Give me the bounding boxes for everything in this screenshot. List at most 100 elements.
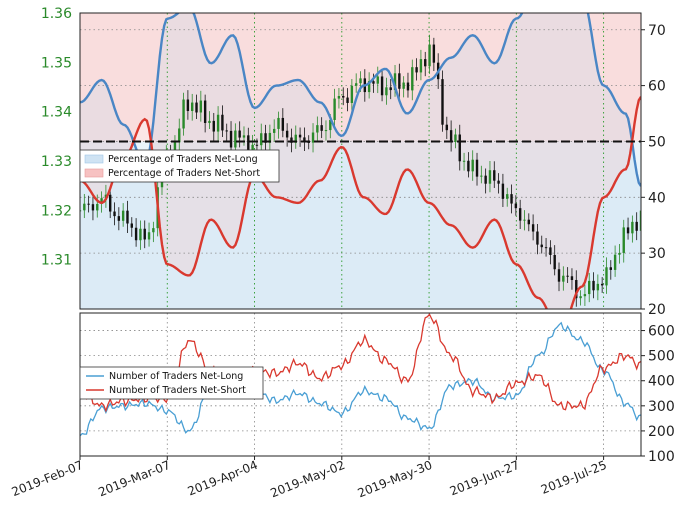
candle-body [588, 280, 591, 295]
candle-body [544, 247, 548, 249]
candle-body [109, 194, 112, 212]
candle-body [562, 275, 565, 282]
candle-body [225, 130, 228, 132]
candle-body [398, 73, 401, 89]
candle-body [441, 79, 444, 125]
candle-body [113, 211, 116, 217]
right-bottom-tick-label: 500 [648, 349, 675, 365]
candle-body [272, 128, 276, 133]
candle-body [281, 117, 285, 131]
candle-body [216, 114, 220, 132]
right-top-tick-label: 30 [648, 246, 666, 262]
right-bottom-tick-label: 300 [648, 399, 675, 415]
candle-body [488, 170, 492, 184]
candle-body [471, 159, 474, 172]
top-series-lines [80, 13, 641, 309]
top-legend-box [79, 149, 280, 183]
x-tick-label: 2019-May-02 [268, 458, 347, 501]
candle-body [178, 128, 181, 143]
candle-body [583, 294, 587, 297]
candle-body [402, 82, 405, 89]
candle-body [553, 254, 556, 270]
candle-body [182, 99, 185, 129]
candle-body [372, 81, 375, 84]
candle-body [579, 296, 582, 299]
net-long-count-line [80, 321, 641, 437]
candle-body [324, 130, 328, 132]
candle-body [354, 83, 358, 86]
candle-body [130, 223, 133, 228]
candle-body [316, 125, 319, 133]
candle-body [285, 130, 289, 138]
candle-body [449, 130, 453, 142]
candle-body [501, 183, 505, 199]
left-axis-ticks: 1.31 1.32 1.33 1.34 1.35 1.36 [41, 6, 72, 269]
right-bottom-tick-label: 600 [648, 324, 675, 340]
candle-body [462, 160, 466, 162]
candle-body [570, 276, 574, 281]
candle-body [367, 81, 371, 93]
candle-body [298, 134, 302, 138]
top-panel: 1.31 1.32 1.33 1.34 1.35 1.36 20 30 40 50 60 70 Pe… [41, 6, 666, 318]
candle-body [635, 221, 638, 231]
candle-body [406, 82, 410, 91]
candle-body [264, 133, 267, 143]
candle-body [592, 280, 595, 291]
candle-body [320, 125, 323, 131]
candle-body [454, 134, 457, 142]
candle-body [514, 203, 518, 209]
candle-body [121, 210, 125, 221]
legend-swatch-net-long [84, 154, 104, 164]
candle-body [290, 137, 293, 143]
candle-body [622, 227, 625, 253]
candle-body [294, 134, 297, 143]
candle-body [238, 130, 241, 138]
bottom-panel: 100 200 300 400 500 600 Number of Traders Net… [10, 312, 675, 500]
candle-body [117, 216, 121, 221]
right-bottom-axis-ticks: 100 200 300 400 500 600 [641, 324, 675, 465]
legend-label-net-short: Percentage of Traders Net-Short [108, 168, 260, 179]
candle-body [212, 120, 215, 132]
candle-body [458, 134, 461, 162]
net-short-percentage-line [80, 96, 641, 309]
candle-body [255, 144, 259, 146]
candle-body [333, 98, 336, 120]
bottom-legend-box [79, 366, 264, 400]
left-tick-label: 1.36 [41, 6, 72, 22]
candle-body [195, 102, 198, 113]
top-legend: Percentage of Traders Net-Long Percentage… [79, 149, 280, 183]
x-axis-ticks: 2019-Feb-07 2019-Mar-07 2019-Apr-04 2019-Ma… [10, 456, 609, 500]
x-tick-label: 2019-Apr-04 [186, 458, 260, 499]
x-tick-label: 2019-Jul-25 [539, 458, 609, 497]
candle-body [518, 208, 522, 221]
candle-body [359, 78, 362, 84]
candle-body [566, 275, 569, 277]
candle-body [234, 130, 237, 148]
right-top-axis-ticks: 20 30 40 50 60 70 [641, 23, 666, 318]
candle-body [419, 59, 423, 73]
candle-body [600, 283, 604, 286]
candle-body [609, 267, 612, 270]
candle-body [605, 267, 608, 286]
candle-body [549, 247, 552, 255]
candle-body [242, 135, 246, 138]
candle-body [428, 44, 431, 67]
candle-body [87, 203, 90, 205]
left-tick-label: 1.35 [41, 55, 72, 71]
candle-body [277, 117, 280, 129]
right-top-tick-label: 20 [648, 302, 666, 318]
left-tick-label: 1.33 [41, 154, 72, 170]
candle-body [497, 180, 500, 184]
candle-body [467, 160, 470, 172]
candle-body [618, 252, 621, 255]
net-short-area [80, 13, 641, 309]
bottom-legend: Number of Traders Net-Long Number of Trad… [79, 366, 264, 400]
right-top-tick-label: 70 [648, 23, 666, 39]
candle-body [268, 132, 272, 143]
candle-body [493, 170, 496, 181]
right-bottom-tick-label: 200 [648, 424, 675, 440]
candle-body [385, 87, 388, 96]
candle-body [596, 283, 600, 291]
candle-body [199, 100, 203, 113]
